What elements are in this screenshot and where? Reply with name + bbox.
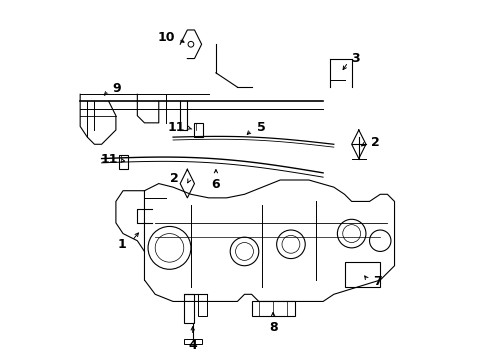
Text: 5: 5 xyxy=(257,121,265,134)
Text: 7: 7 xyxy=(372,275,381,288)
Text: 3: 3 xyxy=(351,52,360,65)
Bar xyxy=(119,155,128,169)
Text: 6: 6 xyxy=(211,178,220,191)
Text: 8: 8 xyxy=(268,321,277,334)
Text: 10: 10 xyxy=(157,31,175,44)
Bar xyxy=(183,339,201,344)
Bar xyxy=(251,301,294,316)
Text: 11: 11 xyxy=(100,153,118,166)
Bar xyxy=(344,262,380,287)
Bar xyxy=(183,294,194,323)
Text: 11: 11 xyxy=(168,121,185,134)
Text: 4: 4 xyxy=(188,339,197,352)
Text: 2: 2 xyxy=(370,136,379,149)
Bar xyxy=(198,294,206,316)
Text: 2: 2 xyxy=(169,172,178,185)
Bar xyxy=(194,123,203,137)
Text: 9: 9 xyxy=(112,82,121,95)
Text: 1: 1 xyxy=(118,238,126,251)
